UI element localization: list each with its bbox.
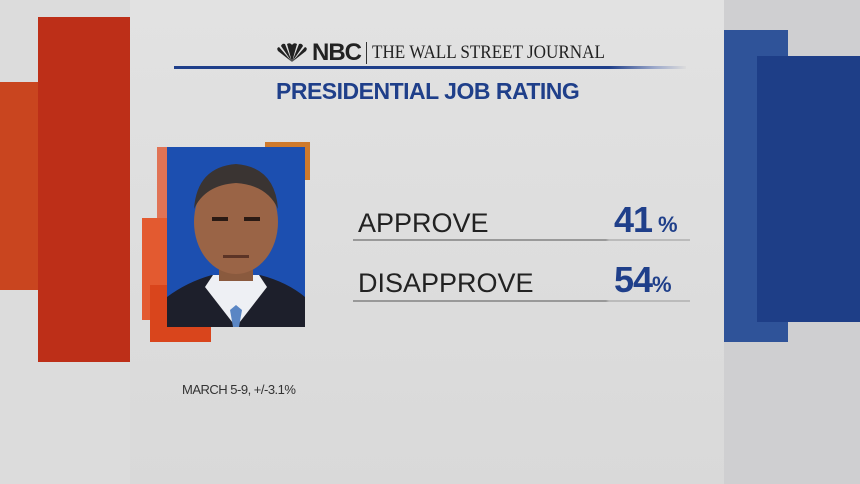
disapprove-label: DISAPPROVE [358, 268, 534, 298]
row-divider [353, 300, 690, 302]
header-rule [174, 66, 686, 69]
page-title: PRESIDENTIAL JOB RATING [276, 78, 580, 104]
approve-number: 41 [614, 199, 653, 240]
approve-label: APPROVE [358, 208, 489, 238]
logo-divider [366, 42, 367, 64]
nbc-logo-text: NBC [312, 39, 362, 66]
decor-blue-bar [757, 56, 860, 322]
row-divider [353, 239, 690, 241]
president-photo [167, 147, 305, 327]
disapprove-value: 54% [614, 259, 672, 301]
decor-red-bar [0, 82, 38, 290]
disapprove-number: 54 [614, 259, 653, 300]
approve-percent: % [658, 212, 678, 237]
disapprove-percent: % [652, 272, 672, 297]
nbc-peacock-icon [277, 43, 307, 62]
logo-bar: NBC THE WALL STREET JOURNAL [275, 39, 631, 66]
decor-red-bar [38, 17, 130, 362]
footnote: MARCH 5-9, +/-3.1% [182, 382, 296, 397]
wsj-logo-text: THE WALL STREET JOURNAL [372, 42, 605, 63]
approve-value: 41% [614, 199, 678, 241]
